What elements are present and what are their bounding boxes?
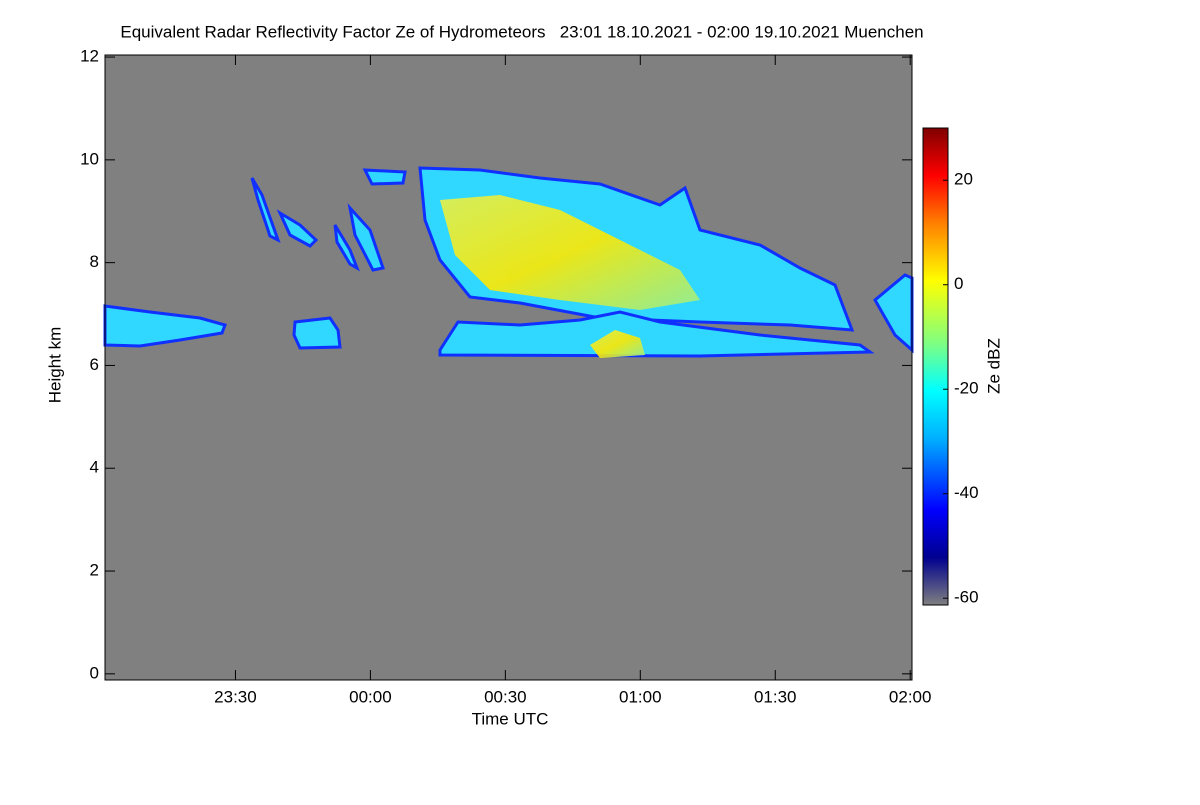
y-tick-label: 6 xyxy=(90,355,99,374)
colorbar xyxy=(922,127,949,606)
colorbar-label: Ze dBZ xyxy=(984,338,1003,394)
y-tick-label: 0 xyxy=(90,663,99,682)
colorbar-tick-label: 0 xyxy=(954,274,963,293)
colorbar-tick-label: -20 xyxy=(954,379,979,398)
x-axis-label: Time UTC xyxy=(472,709,549,728)
colorbar-tick-label: -60 xyxy=(954,588,979,607)
x-tick-label: 01:00 xyxy=(619,687,662,706)
y-tick-label: 2 xyxy=(90,561,99,580)
y-axis-label: Height km xyxy=(45,327,64,404)
y-tick-label: 12 xyxy=(80,47,99,66)
plot-area xyxy=(105,55,912,680)
x-tick-label: 23:30 xyxy=(214,687,257,706)
y-tick-label: 8 xyxy=(90,252,99,271)
radar-echo-core xyxy=(440,195,700,358)
x-tick-label: 00:00 xyxy=(349,687,392,706)
colorbar-tick-label: -40 xyxy=(954,483,979,502)
x-tick-label: 01:30 xyxy=(754,687,797,706)
y-tick-label: 10 xyxy=(80,149,99,168)
x-tick-label: 00:30 xyxy=(484,687,527,706)
chart-title: Equivalent Radar Reflectivity Factor Ze … xyxy=(120,22,923,41)
plot-frame xyxy=(104,54,913,681)
colorbar-tick-label: 20 xyxy=(954,170,973,189)
y-tick-label: 4 xyxy=(90,458,99,477)
x-tick-label: 02:00 xyxy=(889,687,932,706)
